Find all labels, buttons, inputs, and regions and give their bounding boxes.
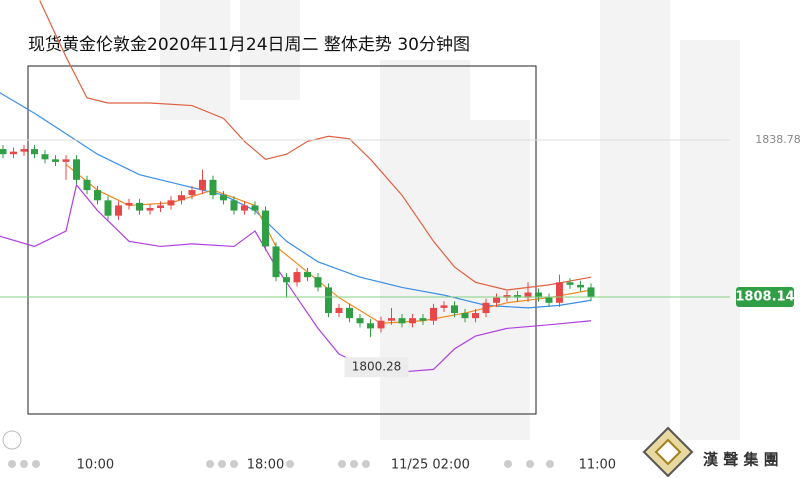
candle-body: [20, 149, 28, 152]
x-tick-label: 11/25 02:00: [391, 458, 470, 473]
candle-body: [146, 208, 154, 211]
low-label: 1800.28: [352, 360, 402, 374]
candle-body: [304, 272, 312, 278]
candle-body: [398, 318, 406, 324]
candle-body: [199, 179, 207, 191]
candle-body: [556, 282, 564, 303]
candle-body: [262, 210, 270, 247]
chart-title: 现货黄金伦敦金2020年11月24日周二 整体走势 30分钟图: [28, 35, 470, 55]
last-price-label: 1808.14: [735, 289, 794, 304]
candle-body: [482, 302, 490, 314]
x-tick-label: 10:00: [77, 458, 114, 473]
candle-body: [251, 205, 259, 211]
candle-body: [545, 297, 553, 303]
x-tick-label: 18:00: [247, 458, 284, 473]
candle-body: [51, 159, 59, 162]
candle-body: [430, 307, 438, 321]
candle-body: [0, 149, 7, 155]
candle-body: [587, 287, 595, 297]
candle-body: [167, 200, 175, 206]
candle-body: [493, 297, 501, 303]
candle-body: [241, 205, 249, 211]
candle-body: [115, 205, 123, 216]
candle-body: [220, 195, 228, 201]
y-tick-label: 1838.78: [755, 133, 801, 146]
candle-body: [335, 307, 343, 314]
candle-body: [367, 323, 375, 329]
candle-body: [409, 318, 417, 324]
candle-body: [104, 200, 112, 216]
bottom-decor: [2, 430, 554, 468]
candle-body: [577, 284, 585, 288]
indicator-line: [0, 92, 592, 309]
candle-body: [230, 200, 238, 211]
candle-body: [377, 320, 385, 329]
candle-body: [62, 159, 70, 162]
candle-body: [157, 205, 165, 209]
candle-body: [178, 195, 186, 201]
candle-body: [325, 287, 333, 314]
x-tick-label: 11:00: [579, 458, 616, 473]
candle-body: [272, 246, 280, 278]
candle-body: [514, 295, 522, 298]
candle-body: [451, 305, 459, 314]
watermark: 漢 聲 集 團: [703, 451, 779, 469]
candle-body: [566, 282, 574, 285]
candle-body: [524, 292, 532, 298]
candle-body: [136, 202, 144, 211]
background-decor: [160, 0, 740, 440]
low-label-box: [344, 357, 409, 378]
candle-body: [41, 154, 49, 160]
candle-body: [94, 190, 101, 201]
candle-body: [188, 190, 196, 196]
candle-body: [503, 295, 511, 298]
candle-body: [293, 272, 301, 283]
logo: [642, 426, 694, 478]
candle-body: [346, 307, 354, 319]
candle-body: [388, 318, 396, 321]
candle-body: [125, 202, 133, 206]
candle-body: [314, 277, 322, 288]
candle-body: [83, 179, 91, 191]
candle-body: [419, 318, 427, 321]
candle-body: [461, 313, 469, 319]
candle-body: [440, 305, 448, 308]
candle-body: [535, 292, 543, 298]
frame: [27, 65, 537, 415]
candle-body: [72, 159, 80, 180]
candle-body: [356, 318, 364, 324]
candle-body: [283, 277, 291, 283]
candle-body: [9, 151, 17, 155]
candle-body: [472, 313, 480, 319]
candle-body: [209, 179, 217, 196]
candle-body: [30, 149, 38, 155]
indicator-line: [39, 0, 592, 291]
last-price-tag: [736, 286, 794, 307]
